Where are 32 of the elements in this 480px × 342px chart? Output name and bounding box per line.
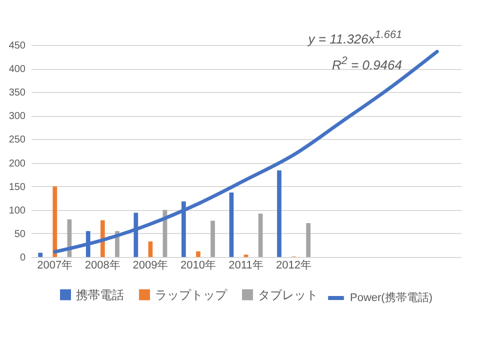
y-tick-label: 250 bbox=[8, 134, 26, 146]
x-tick-label: 2008年 bbox=[84, 260, 120, 272]
y-tick-label: 50 bbox=[14, 228, 26, 240]
bar bbox=[52, 186, 58, 257]
y-tick-label: 450 bbox=[8, 40, 26, 52]
line-series bbox=[53, 50, 439, 254]
y-tick-label: 0 bbox=[20, 252, 26, 264]
legend-label: タブレット bbox=[258, 288, 318, 302]
x-tick-label: 2009年 bbox=[132, 260, 168, 272]
bar bbox=[38, 252, 43, 257]
bar bbox=[277, 170, 282, 257]
bar bbox=[148, 241, 153, 257]
y-tick-label: 150 bbox=[8, 182, 26, 193]
legend-label: ラップトップ bbox=[155, 288, 228, 302]
bar bbox=[210, 220, 215, 257]
x-tick-label: 2010年 bbox=[180, 260, 216, 272]
y-tick-label: 100 bbox=[8, 205, 26, 216]
y-tick-label: 400 bbox=[8, 64, 26, 76]
y-tick-label: 350 bbox=[8, 88, 26, 99]
bar bbox=[306, 223, 310, 257]
x-tick-label: 2012年 bbox=[276, 260, 312, 272]
x-tick-label: 2011年 bbox=[228, 260, 264, 272]
annotation: R$^{2}$ = 0.9464 bbox=[331, 54, 402, 75]
y-tick-label: 200 bbox=[8, 158, 26, 170]
bar bbox=[258, 214, 263, 257]
legend-label: Power(携帯電話) bbox=[350, 291, 433, 304]
bar bbox=[229, 192, 234, 257]
legend-label: 携帯電話 bbox=[76, 288, 124, 302]
x-tick-label: 2007年 bbox=[37, 260, 73, 272]
annotation: y = 11.326x$^{1.661}$ bbox=[308, 28, 402, 48]
bar bbox=[196, 251, 200, 257]
y-tick-label: 300 bbox=[8, 111, 26, 122]
